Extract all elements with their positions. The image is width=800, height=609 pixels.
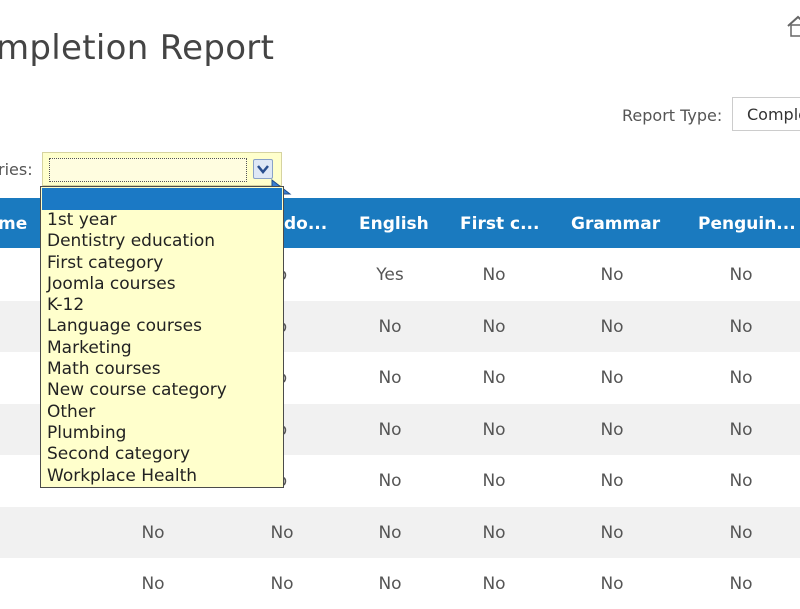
table-cell: No <box>378 419 402 440</box>
table-cell: No <box>378 522 402 543</box>
categories-dropdown-list[interactable]: 1st year Dentistry education First categ… <box>40 186 284 488</box>
table-cell: No <box>482 574 506 594</box>
dropdown-option[interactable]: Plumbing <box>47 422 127 443</box>
column-header-penguin[interactable]: Penguin... <box>698 214 796 234</box>
table-cell: No <box>270 574 294 594</box>
table-cell: No <box>482 316 506 337</box>
dropdown-option[interactable]: Joomla courses <box>47 273 176 294</box>
table-cell: No <box>482 265 506 285</box>
table-cell: No <box>378 471 402 491</box>
dropdown-option[interactable]: Math courses <box>47 359 161 380</box>
table-cell: No <box>729 265 753 285</box>
table-row: No No No No No No <box>0 558 800 609</box>
dropdown-option[interactable]: 1st year <box>47 210 117 230</box>
dropdown-option[interactable]: First category <box>47 252 164 273</box>
home-icon[interactable] <box>786 14 800 38</box>
report-type-select[interactable]: Comple <box>732 97 800 131</box>
categories-select[interactable] <box>42 152 282 186</box>
table-cell: No <box>729 316 753 337</box>
table-cell: Yes <box>376 265 404 285</box>
table-cell: No <box>378 368 402 388</box>
table-cell: No <box>729 522 753 543</box>
table-row: oYesNoNoNo <box>0 249 800 300</box>
table-cell: No <box>270 522 294 543</box>
table-cell: No <box>378 316 402 337</box>
table-cell: No <box>378 574 402 594</box>
report-type-label: Report Type: <box>622 106 723 125</box>
table-cell: No <box>600 522 624 543</box>
categories-select-value <box>49 158 247 182</box>
dropdown-option[interactable]: New course category <box>47 380 227 401</box>
column-header-english[interactable]: English <box>359 214 429 234</box>
table-cell: No <box>141 574 165 594</box>
dropdown-option[interactable]: Marketing <box>47 337 132 358</box>
dropdown-option[interactable]: Second category <box>47 444 191 465</box>
table-cell: No <box>600 574 624 594</box>
table-cell: No <box>600 265 624 285</box>
column-header-grammar[interactable]: Grammar <box>571 214 661 234</box>
dropdown-option[interactable]: Language courses <box>47 316 202 337</box>
table-cell: No <box>141 522 165 543</box>
page-title: mpletion Report <box>0 28 275 68</box>
dropdown-option[interactable]: K-12 <box>47 295 85 316</box>
table-cell: No <box>600 471 624 491</box>
table-cell: No <box>729 471 753 491</box>
dropdown-option-blank[interactable] <box>42 188 282 210</box>
dropdown-option[interactable]: Workplace Health <box>47 465 198 486</box>
table-cell: No <box>729 368 753 388</box>
chevron-down-icon[interactable] <box>253 159 273 179</box>
table-cell: No <box>482 471 506 491</box>
column-header-first-category[interactable]: First c... <box>460 214 540 234</box>
table-cell: No <box>600 316 624 337</box>
dropdown-option[interactable]: Other <box>47 401 96 422</box>
table-row: No No No No No No <box>0 506 800 558</box>
table-cell: No <box>600 419 624 440</box>
categories-label: ries: <box>0 160 33 179</box>
table-cell: No <box>729 419 753 440</box>
table-cell: No <box>482 522 506 543</box>
column-header-do[interactable]: do... <box>284 214 328 234</box>
dropdown-option[interactable]: Dentistry education <box>47 231 216 252</box>
table-cell: No <box>482 368 506 388</box>
table-cell: No <box>482 419 506 440</box>
table-cell: No <box>729 574 753 594</box>
table-cell: No <box>600 368 624 388</box>
column-header-name[interactable]: me <box>0 214 28 234</box>
